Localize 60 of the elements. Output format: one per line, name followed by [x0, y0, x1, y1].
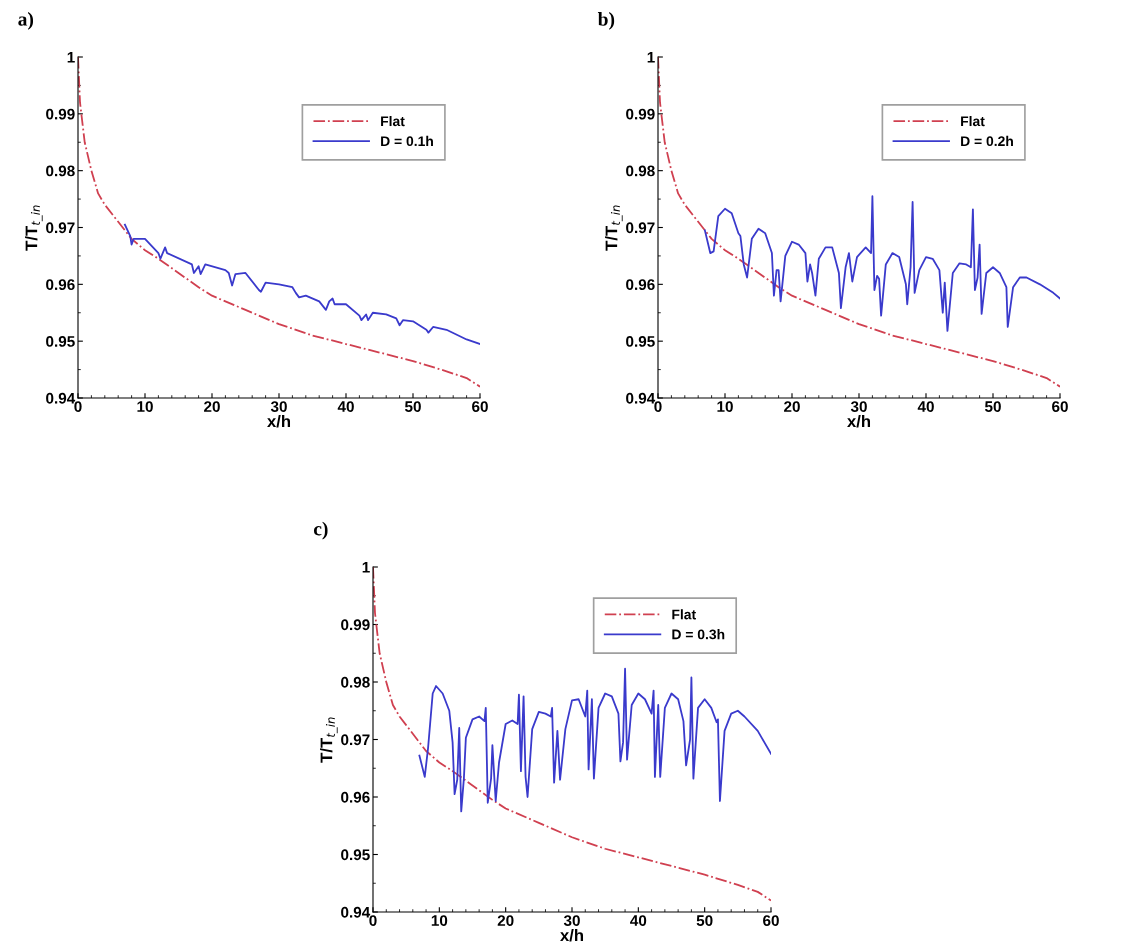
x-tick-label: 50	[984, 401, 1001, 412]
legend-label: Flat	[672, 609, 696, 620]
y-tick-label: 0.97	[626, 222, 655, 234]
y-tick-label: 1	[647, 52, 655, 63]
y-tick-label: 0.99	[46, 108, 75, 120]
y-tick-label: 1	[362, 562, 370, 573]
legend-label: Flat	[381, 115, 405, 127]
x-tick-label: 0	[74, 401, 82, 412]
y-tick-label: 0.94	[46, 392, 76, 404]
y-tick-label: 0.96	[626, 279, 655, 291]
line-series	[703, 195, 1060, 332]
y-tick-label: 0.98	[341, 676, 370, 688]
legend-label: D = 0.3h	[672, 629, 725, 640]
x-tick-label: 40	[337, 401, 354, 412]
x-tick-label: 60	[1052, 401, 1068, 412]
x-tick-label: 20	[497, 915, 514, 926]
x-tick-label: 10	[431, 915, 448, 926]
x-axis-title: x/h	[267, 415, 291, 428]
y-tick-label: 0.99	[626, 108, 655, 120]
x-tick-label: 10	[137, 401, 153, 412]
x-tick-label: 0	[369, 915, 377, 926]
line-series	[418, 667, 771, 813]
line-series	[123, 223, 480, 345]
x-tick-label: 20	[204, 401, 220, 412]
y-tick-label: 0.98	[46, 165, 75, 177]
y-tick-label: 0.95	[626, 336, 655, 347]
x-tick-label: 30	[270, 401, 287, 413]
x-tick-label: 50	[696, 915, 713, 926]
chart-title: c)	[313, 521, 328, 540]
y-tick-label: 0.95	[46, 336, 75, 347]
y-axis-title: T/T$_{t_in}$	[605, 205, 623, 251]
y-tick-label: 0.99	[341, 619, 370, 631]
y-tick-label: 0.97	[341, 734, 370, 746]
y-tick-label: 0.98	[626, 165, 655, 177]
x-tick-label: 50	[404, 401, 421, 412]
x-tick-label: 30	[850, 401, 867, 413]
y-tick-label: 1	[67, 52, 75, 63]
y-tick-label: 0.97	[46, 222, 75, 234]
x-tick-label: 60	[472, 401, 488, 412]
y-tick-label: 0.94	[341, 906, 371, 918]
x-tick-label: 0	[654, 401, 662, 412]
x-axis-title: x/h	[847, 415, 871, 428]
x-tick-label: 10	[717, 401, 733, 412]
x-axis-title: x/h	[560, 929, 584, 942]
y-axis-title: T/T$_{t_in}$	[25, 205, 43, 251]
x-tick-label: 30	[563, 915, 580, 927]
legend-label: D = 0.1h	[381, 135, 433, 147]
x-tick-label: 60	[763, 915, 779, 926]
y-tick-label: 0.96	[341, 791, 370, 803]
x-tick-label: 40	[917, 401, 934, 412]
x-tick-label: 20	[784, 401, 800, 412]
legend-label: D = 0.2h	[961, 135, 1013, 147]
x-tick-label: 40	[630, 915, 647, 926]
chart-title: b)	[597, 12, 615, 30]
y-axis-title: T/T$_{t_in}$	[320, 717, 338, 763]
y-tick-label: 0.94	[626, 392, 656, 404]
y-tick-label: 0.95	[341, 849, 370, 861]
y-tick-label: 0.96	[46, 279, 75, 291]
legend-label: Flat	[961, 115, 985, 127]
chart-title: a)	[18, 12, 34, 30]
